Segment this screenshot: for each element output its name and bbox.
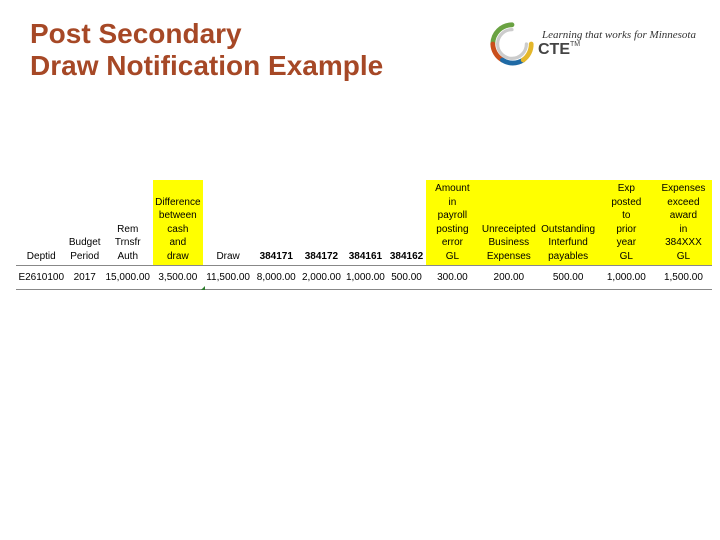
col-header-13: Expensesexceedawardin384XXXGL [655, 180, 712, 266]
table-body: E2610100201715,000.003,500.0011,500.008,… [16, 266, 712, 290]
draw-table: DeptidBudgetPeriodRemTrnsfrAuthDifferenc… [16, 180, 712, 290]
cte-swirl-icon [488, 20, 536, 68]
col-header-8: 384162 [387, 180, 425, 266]
cell-9: 300.00 [426, 266, 480, 290]
col-header-0: Deptid [16, 180, 66, 266]
col-header-10: UnreceiptedBusinessExpenses [479, 180, 538, 266]
col-header-2: RemTrnsfrAuth [103, 180, 153, 266]
table-header: DeptidBudgetPeriodRemTrnsfrAuthDifferenc… [16, 180, 712, 266]
tm-mark: TM [570, 41, 580, 48]
title-line-2: Draw Notification Example [30, 50, 383, 82]
table-row: E2610100201715,000.003,500.0011,500.008,… [16, 266, 712, 290]
logo-tagline: Learning that works for Minnesota [542, 29, 696, 41]
col-header-12: ExppostedtoprioryearGL [598, 180, 655, 266]
cell-10: 200.00 [479, 266, 538, 290]
cell-11: 500.00 [538, 266, 597, 290]
logo-area: Learning that works for Minnesota CTETM [488, 20, 696, 68]
cell-7: 1,000.00 [343, 266, 387, 290]
cell-13: 1,500.00 [655, 266, 712, 290]
col-header-9: AmountinpayrollpostingerrorGL [426, 180, 480, 266]
page-title: Post Secondary Draw Notification Example [30, 18, 383, 82]
cell-0: E2610100 [16, 266, 66, 290]
col-header-4: Draw [203, 180, 253, 266]
col-header-11: OutstandingInterfundpayables [538, 180, 597, 266]
draw-table-area: DeptidBudgetPeriodRemTrnsfrAuthDifferenc… [16, 180, 712, 290]
cell-1: 2017 [66, 266, 102, 290]
title-line-1: Post Secondary [30, 18, 383, 50]
logo-acronym-wrap: CTETM [542, 41, 696, 59]
logo-text-block: Learning that works for Minnesota CTETM [542, 29, 696, 59]
col-header-6: 384172 [299, 180, 343, 266]
cell-5: 8,000.00 [253, 266, 299, 290]
col-header-1: BudgetPeriod [66, 180, 102, 266]
col-header-5: 384171 [253, 180, 299, 266]
cell-12: 1,000.00 [598, 266, 655, 290]
cell-6: 2,000.00 [299, 266, 343, 290]
cell-4: 11,500.00 [203, 266, 253, 290]
header-row: DeptidBudgetPeriodRemTrnsfrAuthDifferenc… [16, 180, 712, 266]
cell-8: 500.00 [387, 266, 425, 290]
slide-header: Post Secondary Draw Notification Example… [30, 18, 696, 82]
col-header-7: 384161 [343, 180, 387, 266]
col-header-3: Differencebetweencashanddraw [153, 180, 204, 266]
cell-3: 3,500.00 [153, 266, 204, 290]
cell-2: 15,000.00 [103, 266, 153, 290]
slide: Post Secondary Draw Notification Example… [0, 0, 720, 540]
logo-acronym: CTE [538, 41, 570, 58]
